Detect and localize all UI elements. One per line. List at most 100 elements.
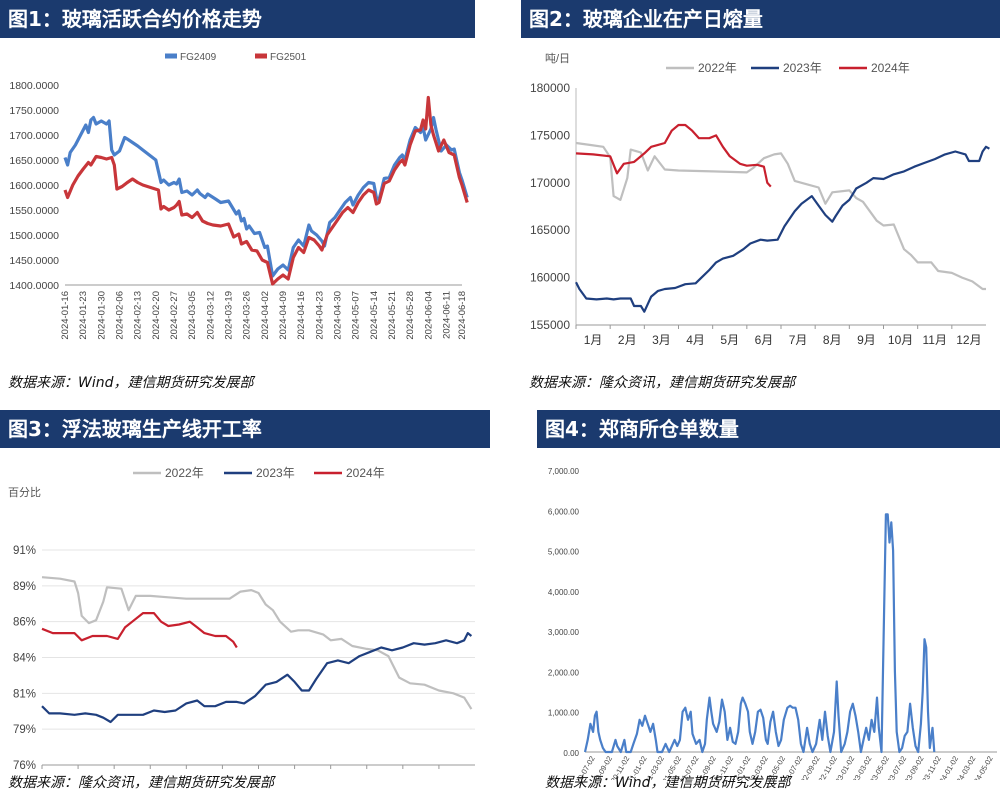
x-tick-label: 2024-06-04 bbox=[423, 291, 434, 340]
y-tick-label: 7,000.00 bbox=[548, 467, 580, 476]
legend-label: 2022年 bbox=[698, 61, 737, 75]
panel-glass-futures-price: 图1：玻璃活跃合约价格走势 1800.0000 1750.0000 1700.000… bbox=[0, 0, 475, 400]
x-tick-label: 2024-03-19 bbox=[223, 291, 234, 340]
x-tick-label: 2024-03-05 bbox=[187, 291, 198, 340]
x-tick-label: 2024-01-16 bbox=[60, 291, 71, 340]
y-tick-label: 175000 bbox=[530, 128, 570, 142]
series-line-FG2409 bbox=[63, 115, 469, 278]
x-tick-label: 2024-02-06 bbox=[114, 291, 125, 340]
y-tick-label: 1500.0000 bbox=[9, 230, 59, 242]
series-line-FG2501 bbox=[63, 95, 469, 286]
y-tick-label: 91% bbox=[13, 545, 36, 557]
chart-canvas: 1800.0000 1750.0000 1700.0000 1650.0000 1600… bbox=[9, 52, 469, 340]
legend-label: FG2409 bbox=[180, 52, 217, 63]
y-tick-label: 79% bbox=[13, 724, 36, 736]
x-tick-label: 6月 bbox=[755, 333, 774, 347]
source-note: 数据来源：隆众资讯，建信期货研究发展部 bbox=[529, 375, 795, 391]
x-tick-label: 1月 bbox=[584, 333, 603, 347]
y-tick-label: 0.00 bbox=[563, 749, 579, 758]
chart-title: 图1：玻璃活跃合约价格走势 bbox=[0, 0, 475, 38]
y-tick-label: 1600.0000 bbox=[9, 180, 59, 192]
x-tick-label: 2024-05-14 bbox=[369, 291, 380, 340]
y-tick-label: 6,000.00 bbox=[548, 507, 580, 516]
x-tick-label: 2024-02-13 bbox=[133, 291, 144, 340]
y-tick-label: 4,000.00 bbox=[548, 588, 580, 597]
source-note: 数据来源：Wind，建信期货研究发展部 bbox=[8, 375, 254, 391]
source-note: 数据来源：隆众资讯，建信期货研究发展部 bbox=[8, 775, 274, 791]
unit-label: 吨/日 bbox=[545, 52, 570, 65]
y-tick-label: 84% bbox=[13, 653, 36, 665]
chart-title: 图2：玻璃企业在产日熔量 bbox=[521, 0, 1000, 38]
series-line-receipts bbox=[583, 513, 936, 754]
y-tick-label: 1400.0000 bbox=[9, 280, 59, 292]
legend-label: FG2501 bbox=[270, 52, 307, 63]
x-tick-label: 2024-02-20 bbox=[151, 291, 162, 340]
panel-float-glass-utilization: 图3：浮法玻璃生产线开工率 百分比91%89%86%84%81%79%76%1月… bbox=[0, 410, 490, 797]
y-tick-label: 81% bbox=[13, 688, 36, 700]
x-tick-label: 2024-06-11 bbox=[441, 291, 452, 339]
chart-canvas: 百分比91%89%86%84%81%79%76%1月2月3月4月5月6月7月8月… bbox=[8, 466, 475, 772]
x-tick-label: 2024-04-16 bbox=[296, 291, 307, 340]
x-tick-label: 2024-03-12 bbox=[205, 291, 216, 340]
legend-label: 2022年 bbox=[165, 466, 204, 480]
panel-glass-daily-melt: 图2：玻璃企业在产日熔量 吨/日 180000 175000 170000 165000… bbox=[521, 0, 1000, 400]
x-tick-label: 4月 bbox=[686, 333, 705, 347]
x-tick-label: 12月 bbox=[956, 333, 981, 347]
y-tick-label: 76% bbox=[13, 760, 36, 772]
unit-label: 百分比 bbox=[8, 486, 41, 499]
x-tick-label: 10月 bbox=[888, 333, 913, 347]
x-tick-label: 2024-04-23 bbox=[314, 291, 325, 340]
x-tick-label: 7月 bbox=[789, 333, 808, 347]
y-tick-label: 1800.0000 bbox=[9, 80, 59, 92]
source-note: 数据来源：Wind，建信期货研究发展部 bbox=[545, 775, 791, 791]
x-tick-label: 9月 bbox=[857, 333, 876, 347]
y-tick-label: 1450.0000 bbox=[9, 255, 59, 267]
chart-title: 图3：浮法玻璃生产线开工率 bbox=[0, 410, 490, 448]
y-tick-label: 89% bbox=[13, 581, 36, 593]
y-tick-label: 1700.0000 bbox=[9, 130, 59, 142]
x-tick-label: 2024-01-30 bbox=[96, 291, 107, 340]
y-tick-label: 2,000.00 bbox=[548, 668, 580, 677]
series-line-2022年 bbox=[41, 576, 473, 710]
y-tick-label: 1750.0000 bbox=[9, 105, 59, 117]
x-tick-label: 2024-04-09 bbox=[278, 291, 289, 340]
y-tick-label: 86% bbox=[13, 617, 36, 629]
y-tick-label: 165000 bbox=[530, 223, 570, 237]
y-tick-label: 1,000.00 bbox=[548, 709, 580, 718]
x-tick-label: 2024-04-02 bbox=[260, 291, 271, 340]
x-tick-label: 2024-03-26 bbox=[242, 291, 253, 340]
y-tick-label: 160000 bbox=[530, 271, 570, 285]
chart-title: 图4：郑商所仓单数量 bbox=[537, 410, 1000, 448]
y-tick-label: 1550.0000 bbox=[9, 205, 59, 217]
x-tick-label: 2024-05-21 bbox=[387, 291, 398, 340]
legend-label: 2023年 bbox=[256, 466, 295, 480]
x-tick-label: 5月 bbox=[720, 333, 739, 347]
y-tick-label: 155000 bbox=[530, 318, 570, 332]
x-tick-label: 2024-02-27 bbox=[169, 291, 180, 340]
x-tick-label: 2024-05-28 bbox=[405, 291, 416, 340]
x-tick-label: 11月 bbox=[923, 333, 947, 347]
panel-czce-warehouse-receipts: 图4：郑商所仓单数量 7,000.00 6,000.00 5,000.00 4,000… bbox=[537, 410, 1000, 797]
legend-label: 2024年 bbox=[871, 61, 910, 75]
y-tick-label: 1650.0000 bbox=[9, 155, 59, 167]
x-tick-label: 2月 bbox=[618, 333, 637, 347]
series-line-2023年 bbox=[41, 632, 473, 724]
legend-label: 2023年 bbox=[783, 61, 822, 75]
series-line-2023年 bbox=[575, 145, 990, 313]
chart-canvas: 7,000.00 6,000.00 5,000.00 4,000.00 3,000.00… bbox=[548, 467, 997, 780]
series-line-2024年 bbox=[575, 123, 772, 188]
x-tick-label: 8月 bbox=[823, 333, 842, 347]
x-tick-label: 2024-04-30 bbox=[332, 291, 343, 340]
x-tick-label: 2024-06-18 bbox=[457, 291, 468, 340]
x-tick-label: 2024-01-23 bbox=[78, 291, 89, 340]
x-tick-label: 3月 bbox=[652, 333, 671, 347]
series-line-2022年 bbox=[575, 141, 986, 291]
series-line-2024年 bbox=[41, 612, 238, 649]
legend-label: 2024年 bbox=[346, 466, 385, 480]
y-tick-label: 180000 bbox=[530, 81, 570, 95]
x-tick-label: 2024-05-07 bbox=[351, 291, 362, 340]
y-tick-label: 170000 bbox=[530, 176, 570, 190]
y-tick-label: 5,000.00 bbox=[548, 548, 580, 557]
y-tick-label: 3,000.00 bbox=[548, 628, 580, 637]
chart-canvas: 吨/日 180000 175000 170000 165000 160000 155000 1… bbox=[530, 52, 990, 347]
